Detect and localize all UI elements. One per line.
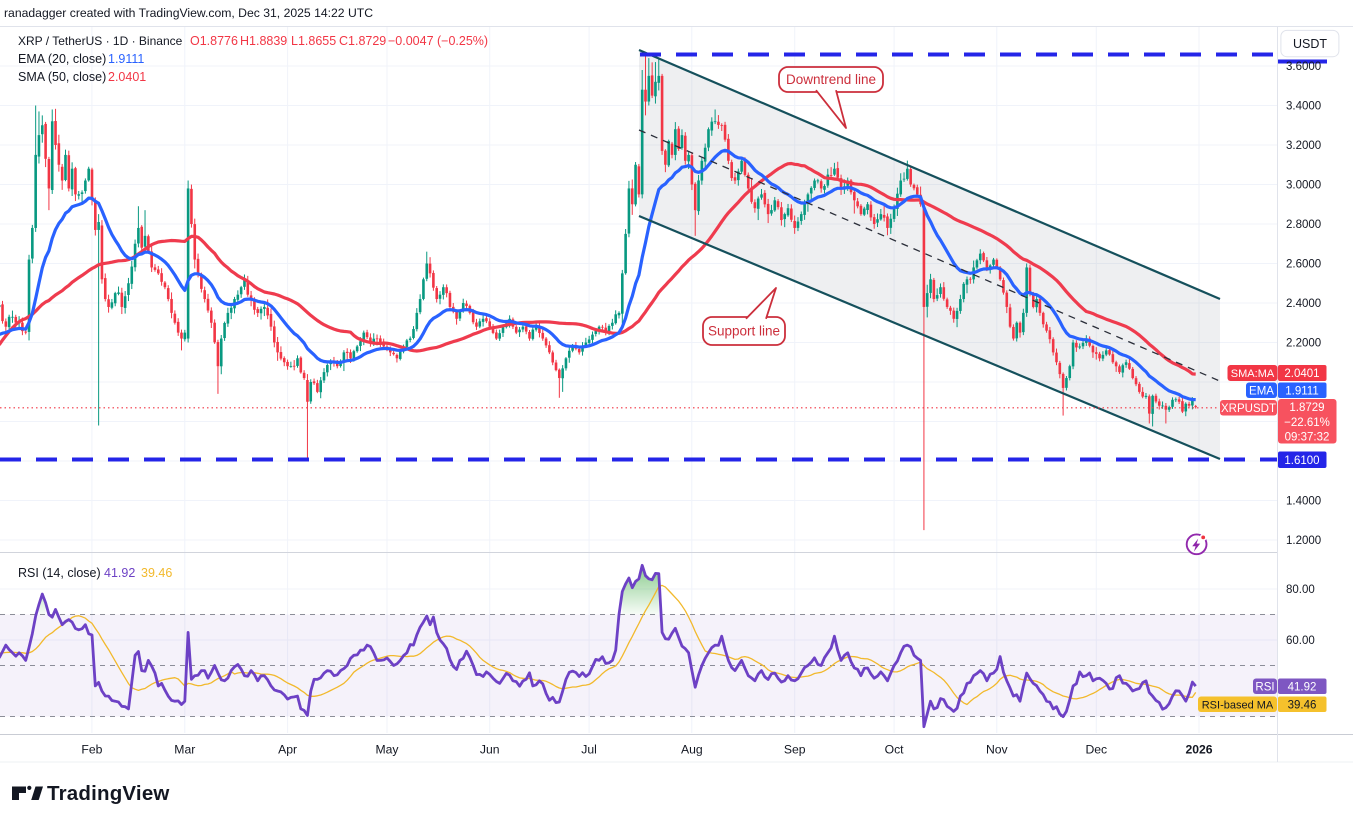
svg-text:−22.61%: −22.61% <box>1284 417 1330 429</box>
svg-text:ranadagger created with Tradin: ranadagger created with TradingView.com,… <box>4 6 373 20</box>
svg-text:Apr: Apr <box>278 743 297 757</box>
svg-text:41.92: 41.92 <box>1288 682 1317 694</box>
svg-text:2.2000: 2.2000 <box>1286 338 1321 350</box>
svg-text:Aug: Aug <box>681 743 703 757</box>
svg-text:Feb: Feb <box>81 743 102 757</box>
svg-text:C1.8729: C1.8729 <box>339 34 386 48</box>
svg-text:60.00: 60.00 <box>1286 635 1315 647</box>
svg-text:2026: 2026 <box>1185 743 1212 757</box>
svg-text:L1.8655: L1.8655 <box>291 34 336 48</box>
svg-text:Mar: Mar <box>174 743 195 757</box>
svg-text:USDT: USDT <box>1293 37 1327 51</box>
svg-text:3.0000: 3.0000 <box>1286 180 1321 192</box>
svg-text:Dec: Dec <box>1085 743 1107 757</box>
svg-text:1.9111: 1.9111 <box>1285 386 1318 398</box>
svg-text:−0.0047 (−0.25%): −0.0047 (−0.25%) <box>388 34 488 48</box>
svg-text:SMA:MA: SMA:MA <box>1231 368 1275 380</box>
svg-text:O1.8776: O1.8776 <box>190 34 238 48</box>
svg-text:EMA (20, close): EMA (20, close) <box>18 52 106 66</box>
svg-text:RSI (14, close): RSI (14, close) <box>18 566 101 580</box>
svg-text:2.4000: 2.4000 <box>1286 298 1321 310</box>
svg-text:39.46: 39.46 <box>1288 700 1317 712</box>
svg-text:41.92: 41.92 <box>104 566 135 580</box>
svg-text:1.9111: 1.9111 <box>108 52 144 66</box>
svg-text:Sep: Sep <box>784 743 806 757</box>
svg-text:Nov: Nov <box>986 743 1009 757</box>
svg-text:EMA: EMA <box>1249 386 1274 398</box>
svg-text:Jun: Jun <box>480 743 500 757</box>
svg-text:2.0401: 2.0401 <box>108 70 146 84</box>
svg-text:RSI: RSI <box>1255 682 1274 694</box>
svg-text:Support line: Support line <box>708 324 780 339</box>
svg-text:2.0401: 2.0401 <box>1284 368 1319 380</box>
svg-text:SMA (50, close): SMA (50, close) <box>18 70 106 84</box>
svg-text:3.6000: 3.6000 <box>1286 61 1321 73</box>
svg-text:May: May <box>375 743 399 757</box>
svg-text:3.2000: 3.2000 <box>1286 140 1321 152</box>
svg-text:1.4000: 1.4000 <box>1286 496 1321 508</box>
svg-text:1.2000: 1.2000 <box>1286 535 1321 547</box>
svg-text:39.46: 39.46 <box>141 566 172 580</box>
svg-text:TradingView: TradingView <box>47 782 170 805</box>
svg-text:1.6100: 1.6100 <box>1284 455 1319 467</box>
svg-text:1.8729: 1.8729 <box>1289 402 1324 414</box>
svg-text:2.8000: 2.8000 <box>1286 219 1321 231</box>
svg-text:09:37:32: 09:37:32 <box>1285 432 1330 444</box>
svg-text:Jul: Jul <box>581 743 597 757</box>
svg-text:XRPUSDT: XRPUSDT <box>1221 403 1276 415</box>
svg-text:H1.8839: H1.8839 <box>240 34 287 48</box>
svg-text:XRP / TetherUS · 1D · Binance: XRP / TetherUS · 1D · Binance <box>18 34 183 48</box>
svg-text:3.4000: 3.4000 <box>1286 101 1321 113</box>
svg-text:RSI-based MA: RSI-based MA <box>1202 700 1274 712</box>
svg-text:Oct: Oct <box>885 743 905 757</box>
svg-text:80.00: 80.00 <box>1286 584 1315 596</box>
svg-text:2.6000: 2.6000 <box>1286 259 1321 271</box>
svg-text:Downtrend line: Downtrend line <box>786 72 876 87</box>
